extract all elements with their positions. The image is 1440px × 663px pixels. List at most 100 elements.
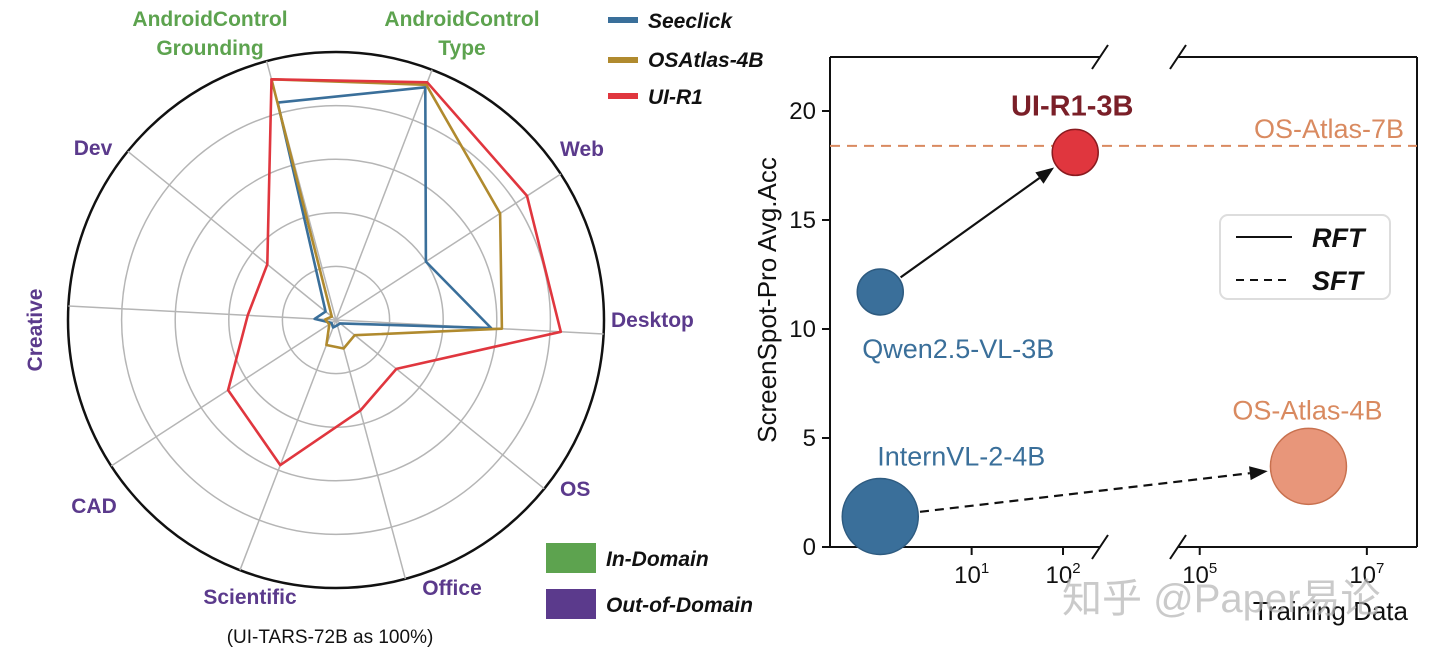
point-os-atlas-4b <box>1269 427 1348 506</box>
radar-series-osatlas-4b <box>270 78 504 350</box>
point-ui-r1-3b <box>1051 128 1099 177</box>
y-tick-label-15: 15 <box>789 207 816 234</box>
radar-axis-label-line: AndroidControl <box>384 8 539 31</box>
radar-axis-label-line: OS <box>560 478 590 501</box>
point-label-ui-r1-3b: UI-R1-3B <box>1011 90 1133 122</box>
point-qwen2-5-vl-3b <box>856 268 905 316</box>
radar-chart: AndroidControl Grounding AndroidControl Typ… <box>24 8 764 648</box>
reference-line-group: OS-Atlas-7B <box>830 114 1417 147</box>
radar-axis-label-line: Grounding <box>156 37 263 60</box>
watermark: 知乎 @Paper易论 <box>1062 577 1380 621</box>
radar-axis-label-creative: Creative <box>24 289 47 372</box>
arrow-internvl-2-4b-to-os-atlas-4b <box>919 472 1250 513</box>
point-internvl-2-4b <box>841 477 920 556</box>
x-axis-label: Training Data <box>1253 596 1409 626</box>
radar-axis-label-web: Web <box>560 138 604 161</box>
y-tick-label-5: 5 <box>803 425 816 452</box>
x-tick-label-base: 10 <box>954 562 981 589</box>
radar-axis-label-cad: CAD <box>71 495 117 518</box>
radar-ring-60 <box>174 158 498 482</box>
radar-axis-label-dev: Dev <box>74 137 113 160</box>
x-tick-label-1e2: 102 <box>1045 560 1080 589</box>
scatter-arrows <box>899 167 1268 513</box>
radar-axis-label-scientific: Scientific <box>203 586 297 609</box>
radar-grid <box>66 50 606 590</box>
radar-spoke-web <box>335 173 562 321</box>
arrowhead-ui-r1-3b <box>1035 167 1055 184</box>
radar-outer-ring <box>66 50 606 590</box>
point-label-qwen2-5-vl-3b: Qwen2.5-VL-3B <box>862 334 1054 364</box>
radar-axis-label-line: Type <box>438 37 485 60</box>
axis-break-mark-1 <box>1169 44 1187 70</box>
radar-spoke-creative <box>68 305 337 321</box>
x-tick-label-base: 10 <box>1182 562 1209 589</box>
arrow-qwen2-5-vl-3b-to-ui-r1-3b <box>899 177 1041 279</box>
scatter-points: Qwen2.5-VL-3B UI-R1-3B InternVL-2-4B OS-Atl… <box>841 90 1382 556</box>
legend-label-out-domain: Out-of-Domain <box>606 594 753 617</box>
radar-spoke-office <box>335 319 407 580</box>
domain-legend: In-Domain Out-of-Domain <box>546 543 753 619</box>
radar-axis-label-line: Office <box>422 577 482 600</box>
x-tick-label-base: 10 <box>1045 562 1072 589</box>
legend-label-osatlas: OSAtlas-4B <box>648 49 764 72</box>
point-label-os-atlas-4b: OS-Atlas-4B <box>1232 395 1382 425</box>
radar-axis-label-androidcontrol-grounding: AndroidControl Grounding <box>132 8 287 60</box>
radar-axis-label-line: Desktop <box>611 309 694 332</box>
radar-ring-20 <box>281 265 391 375</box>
radar-legend: Seeclick OSAtlas-4B UI-R1 <box>608 10 764 109</box>
radar-axis-label-line: CAD <box>71 495 117 518</box>
radar-spoke-os <box>335 319 545 490</box>
legend-swatch-out-domain <box>546 589 596 619</box>
y-tick-label-20: 20 <box>789 98 816 125</box>
radar-spoke-cad <box>110 319 337 467</box>
radar-series-ui-r1 <box>226 78 563 467</box>
method-legend-box <box>1219 214 1391 300</box>
radar-ring-80 <box>120 104 552 536</box>
legend-label-seeclick: Seeclick <box>648 10 733 33</box>
legend-swatch-seeclick <box>608 17 638 23</box>
radar-axis-label-line: Dev <box>74 137 113 160</box>
legend-label-rft: RFT <box>1312 223 1367 253</box>
y-tick-label-0: 0 <box>803 534 816 561</box>
x-tick-label-1e1: 101 <box>954 560 989 589</box>
y-axis-label: ScreenSpot-Pro Avg.Acc <box>752 157 782 443</box>
point-label-internvl-2-4b: InternVL-2-4B <box>877 441 1045 471</box>
x-tick-label-1e7: 107 <box>1349 560 1384 589</box>
legend-swatch-uir1 <box>608 93 638 99</box>
radar-axis-label-androidcontrol-type: AndroidControl Type <box>384 8 539 60</box>
x-tick-label-exp: 2 <box>1072 560 1080 577</box>
method-legend: RFT SFT <box>1219 214 1391 300</box>
x-tick-label-exp: 5 <box>1209 560 1217 577</box>
x-tick-label-1e5: 105 <box>1182 560 1217 589</box>
radar-axis-label-desktop: Desktop <box>611 309 694 332</box>
radar-caption: (UI-TARS-72B as 100%) <box>227 627 434 648</box>
x-tick-label-exp: 1 <box>981 560 989 577</box>
radar-axis-label-line: Web <box>560 138 604 161</box>
radar-series <box>226 78 563 467</box>
radar-axis-label-os: OS <box>560 478 590 501</box>
radar-axis-label-line: Scientific <box>203 586 297 609</box>
axis-break-mark-3 <box>1169 534 1187 560</box>
radar-axis-labels: AndroidControl Grounding AndroidControl Typ… <box>24 8 694 609</box>
radar-spoke-dev <box>127 150 337 321</box>
radar-spoke-scientific <box>239 319 337 571</box>
legend-label-in-domain: In-Domain <box>606 548 709 571</box>
arrowhead-os-atlas-4b <box>1249 466 1268 481</box>
x-tick-label-base: 10 <box>1349 562 1376 589</box>
axis-break-mark-2 <box>1091 534 1109 560</box>
legend-swatch-osatlas <box>608 57 638 63</box>
radar-series-seeclick <box>276 86 493 330</box>
legend-swatch-in-domain <box>546 543 596 573</box>
radar-axis-label-line: Creative <box>24 289 47 372</box>
legend-label-sft: SFT <box>1312 266 1366 296</box>
radar-axis-label-office: Office <box>422 577 482 600</box>
radar-spoke-androidcontrol-type <box>335 69 433 321</box>
legend-label-uir1: UI-R1 <box>648 86 703 109</box>
y-tick-label-10: 10 <box>789 316 816 343</box>
reference-line-label: OS-Atlas-7B <box>1254 114 1404 144</box>
radar-axis-label-line: AndroidControl <box>132 8 287 31</box>
axis-break-mark-0 <box>1091 44 1109 70</box>
